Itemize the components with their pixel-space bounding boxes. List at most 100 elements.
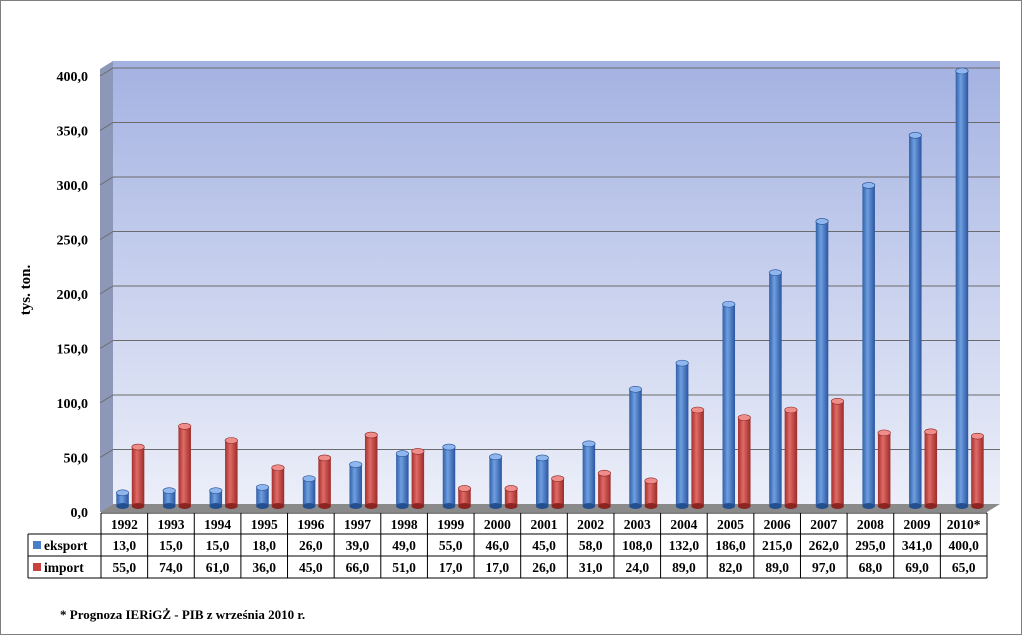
y-tick-label: 50,0 [64,452,89,467]
bar-body [738,417,751,506]
bar-eksport [955,67,969,509]
data-label-eksport: 341,0 [902,538,933,553]
bar-body [318,457,331,506]
bar-eksport [209,487,223,509]
bar-body [877,432,891,506]
bar-top [644,477,658,485]
bar-import [178,423,192,509]
data-label-eksport: 215,0 [762,538,793,553]
data-label-eksport: 108,0 [622,538,653,553]
bar-body [411,451,425,506]
bar-base [131,503,145,509]
y-tick-label: 0,0 [71,506,89,521]
data-label-import: 17,0 [439,560,463,575]
bar-eksport [489,453,503,509]
legend-label-eksport: eksport [44,538,88,553]
grid-line-side [99,67,114,77]
bar-import [364,431,378,509]
data-label-eksport: 18,0 [252,538,276,553]
category-label: 2001 [531,517,558,532]
bar-top [271,464,285,472]
y-tick-label: 250,0 [57,234,89,249]
y-axis-ticks: 0,0 50,0 100,0 150,0 200,0 250,0 300,0 350,0 400… [57,70,89,521]
bar-base [598,503,611,509]
category-label: 1999 [437,517,464,532]
bar-body [924,431,938,506]
bar-import [691,406,705,509]
bar-body [225,440,238,506]
bar-base [551,503,564,509]
bar-body [302,478,316,506]
category-label: 1994 [204,517,231,532]
data-label-import: 36,0 [252,560,276,575]
footnote: * Prognoza IERiGŻ - PIB z września 2010 … [60,607,305,622]
bar-base [769,503,782,509]
data-label-eksport: 13,0 [113,538,137,553]
grid-line-side [99,394,114,404]
bar-base [209,503,223,509]
bar-base [862,503,875,509]
data-label-import: 65,0 [952,560,976,575]
data-label-eksport: 55,0 [439,538,463,553]
bar-top [364,431,378,439]
data-label-eksport: 45,0 [532,538,556,553]
bar-eksport [722,300,736,509]
bar-base [349,503,362,509]
bar-base [909,503,922,509]
bar-top [815,218,829,225]
bar-base [815,503,829,509]
bar-top [877,429,891,437]
bar-body [458,488,471,506]
bar-top [395,450,409,457]
bar-body [256,487,269,506]
bar-base [924,503,938,509]
bar-body [489,456,502,506]
bar-eksport [349,461,363,509]
bar-base [458,503,471,509]
bar-body [971,436,984,506]
bar-import [784,406,798,509]
category-label: 2006 [764,517,791,532]
data-label-import: 31,0 [579,560,603,575]
data-label-eksport: 15,0 [206,538,230,553]
bar-top [924,428,938,436]
category-label: 1996 [297,517,324,532]
bar-import [411,448,425,509]
bar-top [628,385,643,393]
bar-base [162,503,176,509]
data-label-import: 74,0 [159,560,183,575]
bar-top [830,397,845,405]
data-label-eksport: 26,0 [299,538,323,553]
bar-body [862,185,875,506]
bar-top [457,485,472,492]
bar-body [131,447,145,506]
bars [116,67,984,509]
data-label-import: 24,0 [625,560,649,575]
data-label-eksport: 186,0 [715,538,746,553]
bar-top [442,443,456,451]
bar-import [271,464,285,509]
bar-import [457,485,472,509]
bar-import [924,428,938,509]
legend-key-eksport [33,541,41,549]
bar-eksport [862,182,876,509]
bar-top [768,269,782,276]
data-label-import: 82,0 [719,560,743,575]
data-label-eksport: 15,0 [159,538,183,553]
data-label-eksport: 46,0 [486,538,510,553]
grid-line-side [99,122,114,131]
bar-base [116,503,129,509]
legend-key-import [33,563,41,571]
bar-body [364,435,378,506]
bar-top [411,448,425,455]
bar-body [178,426,191,506]
bar-base [877,503,891,509]
bar-body [271,467,285,506]
category-label: 2009 [904,517,931,532]
bar-top [209,487,223,494]
bar-body [116,492,129,506]
bar-body [536,457,549,506]
data-label-import: 55,0 [113,560,137,575]
category-label: 2002 [577,517,604,532]
